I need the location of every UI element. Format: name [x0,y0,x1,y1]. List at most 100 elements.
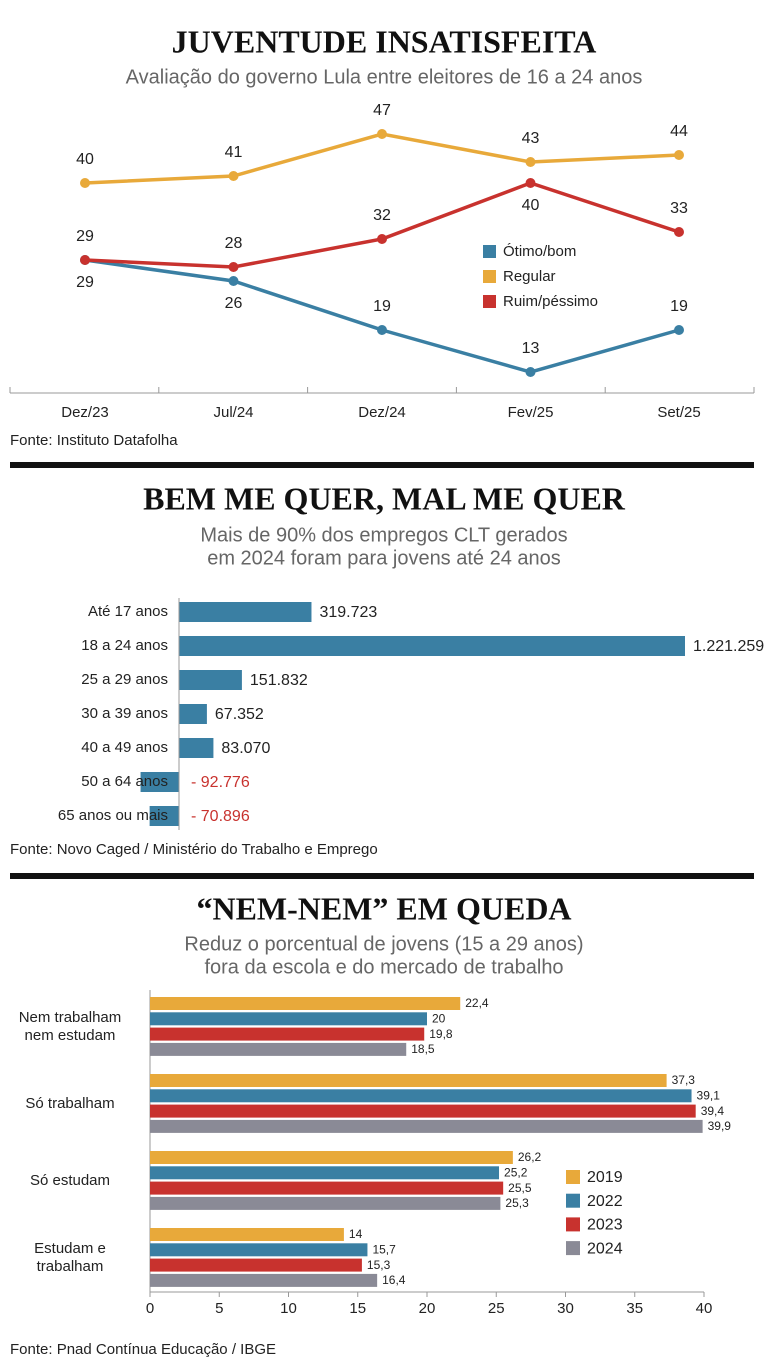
x-tick-label: Jul/24 [213,404,253,421]
bar [150,1166,500,1180]
point [377,129,387,139]
chart-subtitle: Mais de 90% dos empregos CLT gerados [200,524,567,546]
bar [150,1273,378,1287]
point [525,157,536,167]
data-label: 16,4 [382,1273,406,1287]
category-label: Só estudam [29,1172,111,1189]
legend-label: Ruim/péssimo [503,293,598,310]
legend-swatch [483,295,496,308]
data-label: 39,9 [708,1119,732,1133]
data-label: 37,3 [672,1073,696,1087]
chart-title: BEM ME QUER, MAL ME QUER [143,480,626,516]
bar [150,1027,425,1041]
data-label: 19 [373,298,391,315]
bar [150,1196,501,1210]
separator [10,462,754,468]
category-label: Até 17 anos [88,603,168,620]
x-tick-label: 30 [557,1300,574,1317]
point [228,276,239,286]
category-label: 65 anos ou mais [58,807,168,824]
legend-label: 2023 [587,1217,623,1234]
legend-label: 2019 [587,1169,623,1186]
data-label: 41 [225,144,243,161]
bar [150,1119,703,1133]
data-label: 33 [670,200,688,217]
x-tick-label: 25 [488,1300,505,1317]
category-label: Nem trabalham nem estudam [18,1009,122,1044]
bar [140,772,179,792]
x-tick-label: 5 [215,1300,223,1317]
bar [150,997,461,1010]
bar [150,1258,362,1272]
bar [179,670,242,690]
chart-subtitle: em 2024 foram para jovens até 24 anos [207,547,561,569]
data-label: 1.221.259 [693,638,764,655]
line [84,132,680,185]
x-tick-label: Dez/23 [61,404,109,421]
point [525,178,536,188]
source: Fonte: Pnad Contínua Educação / IBGE [10,1341,276,1358]
x-tick-label: 10 [280,1300,297,1317]
point [228,171,239,181]
legend-label: 2024 [587,1240,623,1257]
source: Fonte: Instituto Datafolha [10,432,178,449]
chart-title: “NEM-NEM” EM QUEDA [196,890,571,926]
data-label: 67.352 [215,706,264,723]
bar [150,1042,407,1056]
legend-swatch [566,1217,580,1232]
point [228,262,239,272]
data-label: 151.832 [250,672,308,689]
bar [150,1181,504,1195]
bar [179,704,207,724]
data-label: - 92.776 [191,774,250,791]
point [377,325,387,335]
category-label: 25 a 29 anos [81,671,168,688]
data-label: 39,4 [701,1104,725,1118]
bar [150,1074,667,1087]
legend-label: Regular [503,268,556,285]
point [80,178,90,188]
data-label: 15,7 [372,1242,396,1256]
legend-swatch [483,245,496,258]
data-label: 25,5 [508,1181,532,1195]
data-label: 25,3 [505,1196,529,1210]
point [674,227,684,237]
data-label: - 70.896 [191,808,250,825]
data-label: 20 [432,1011,446,1025]
data-label: 13 [522,340,540,357]
legend-swatch [566,1193,580,1208]
data-label: 47 [373,102,391,119]
x-tick-label: Set/25 [657,404,700,421]
legend-label: Ótimo/bom [503,243,576,260]
x-tick-label: 20 [419,1300,436,1317]
data-label: 40 [522,197,540,214]
category-label: 18 a 24 anos [81,637,168,654]
x-tick-label: Fev/25 [508,404,554,421]
legend-swatch [566,1241,580,1256]
bar [149,806,179,826]
chart-title: JUVENTUDE INSATISFEITA [172,23,597,59]
data-label: 32 [373,207,391,224]
data-label: 14 [349,1227,363,1241]
category-label: 30 a 39 anos [81,705,168,722]
bar [150,1228,344,1241]
data-label: 22,4 [465,996,489,1010]
legend-swatch [483,270,496,283]
chart-subtitle: Avaliação do governo Lula entre eleitore… [126,66,643,88]
point [525,367,536,377]
legend-swatch [566,1170,580,1184]
bar [150,1151,513,1164]
point [674,150,684,160]
data-label: 29 [76,274,94,291]
data-label: 19 [670,298,688,315]
data-label: 39,1 [697,1088,721,1102]
data-label: 83.070 [221,740,270,757]
data-label: 26 [225,295,243,312]
data-label: 18,5 [411,1042,435,1056]
point [377,234,387,244]
bar [150,1104,696,1118]
line [84,258,680,374]
legend-label: 2022 [587,1193,623,1210]
x-tick-label: Dez/24 [358,404,406,421]
point [80,255,90,265]
